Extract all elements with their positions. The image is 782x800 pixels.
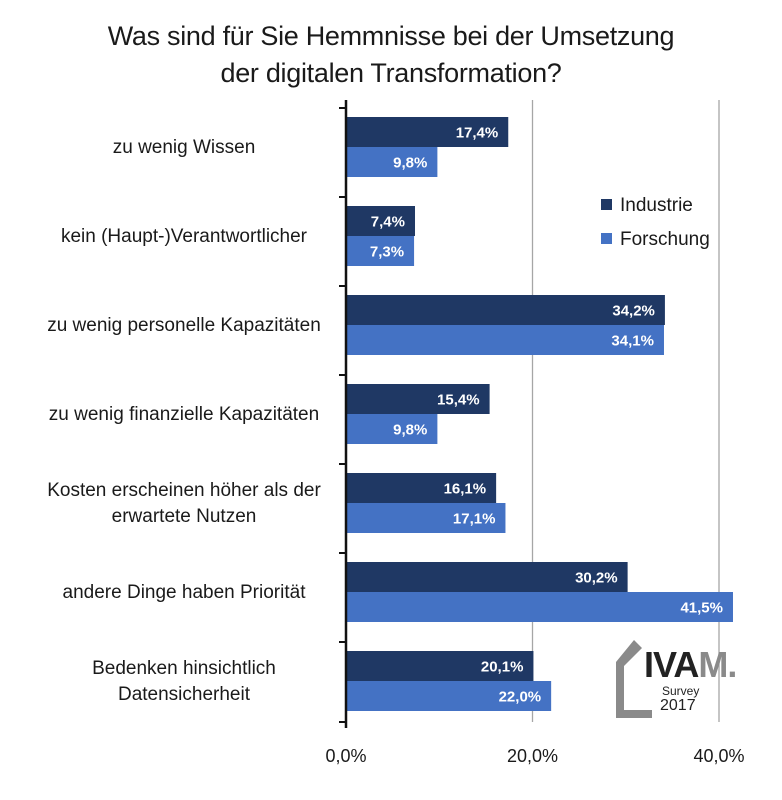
bar-forschung-2 <box>346 325 664 355</box>
bar-industrie-0 <box>346 117 509 147</box>
category-label-3: zu wenig finanzielle Kapazitäten <box>49 404 319 425</box>
bar-label-industrie-5: 30,2% <box>575 570 618 587</box>
axis <box>339 100 348 728</box>
category-label-5: andere Dinge haben Priorität <box>63 582 307 603</box>
ivam-logo: IVAM. Survey 2017 <box>612 640 737 720</box>
category-labels: zu wenig Wissen kein (Haupt-)Verantwortli… <box>47 137 321 705</box>
bar-label-forschung-6: 22,0% <box>499 689 542 706</box>
x-tick-label-0: 0,0% <box>325 746 366 766</box>
grid-lines <box>531 100 720 722</box>
bar-industrie-5 <box>346 562 628 592</box>
bar-industrie-1 <box>346 206 416 236</box>
category-label-4: Kosten erscheinen höher als der erwartete… <box>47 480 321 527</box>
logo-wordmark: IVAM. <box>644 644 737 685</box>
chart-title: Was sind für Sie Hemmnisse bei der Umset… <box>0 18 782 92</box>
category-label-2: zu wenig personelle Kapazitäten <box>47 315 321 336</box>
x-tick-label-2: 40,0% <box>693 746 744 766</box>
legend-label-forschung: Forschung <box>620 229 710 250</box>
bar-forschung-5 <box>346 592 733 622</box>
bar-label-industrie-0: 17,4% <box>456 125 499 142</box>
bar-label-forschung-4: 17,1% <box>453 511 496 528</box>
bar-forschung-3 <box>346 414 438 444</box>
bar-label-industrie-1: 7,4% <box>371 214 405 231</box>
bar-industrie-2 <box>346 295 665 325</box>
bar-label-industrie-2: 34,2% <box>612 303 655 320</box>
legend-swatch-industrie <box>601 199 612 210</box>
chart-title-line-1: Was sind für Sie Hemmnisse bei der Umset… <box>107 21 675 51</box>
bar-label-forschung-2: 34,1% <box>611 333 654 350</box>
bar-label-forschung-0: 9,8% <box>393 155 427 172</box>
bars: 17,4% 9,8% 7,4% 7,3% 34,2% 34,1% 15,4% 9,8% 16,1… <box>346 117 733 711</box>
bar-label-industrie-4: 16,1% <box>444 481 487 498</box>
bar-label-forschung-5: 41,5% <box>680 600 723 617</box>
legend: Industrie Forschung <box>601 195 710 250</box>
chart-title-line-2: der digitalen Transformation? <box>220 58 562 88</box>
bar-industrie-4 <box>346 473 497 503</box>
legend-swatch-forschung <box>601 233 612 244</box>
category-label-0: zu wenig Wissen <box>113 137 256 158</box>
bar-industrie-3 <box>346 384 490 414</box>
logo-year: 2017 <box>660 697 696 714</box>
bar-label-forschung-3: 9,8% <box>393 422 427 439</box>
bar-forschung-1 <box>346 236 415 266</box>
legend-label-industrie: Industrie <box>620 195 693 216</box>
bar-industrie-6 <box>346 651 534 681</box>
bar-label-forschung-1: 7,3% <box>370 244 404 261</box>
bar-label-industrie-6: 20,1% <box>481 659 524 676</box>
logo-mark-icon <box>616 640 652 718</box>
bar-forschung-6 <box>346 681 552 711</box>
x-tick-label-1: 20,0% <box>507 746 558 766</box>
bar-forschung-4 <box>346 503 506 533</box>
category-label-1: kein (Haupt-)Verantwortlicher <box>61 226 308 247</box>
bar-label-industrie-3: 15,4% <box>437 392 480 409</box>
logo-survey-label: Survey <box>662 684 700 698</box>
tick-labels: 0,0% 20,0% 40,0% <box>325 746 744 766</box>
category-label-6: Bedenken hinsichtlich Datensicherheit <box>92 658 276 705</box>
bar-forschung-0 <box>346 147 438 177</box>
